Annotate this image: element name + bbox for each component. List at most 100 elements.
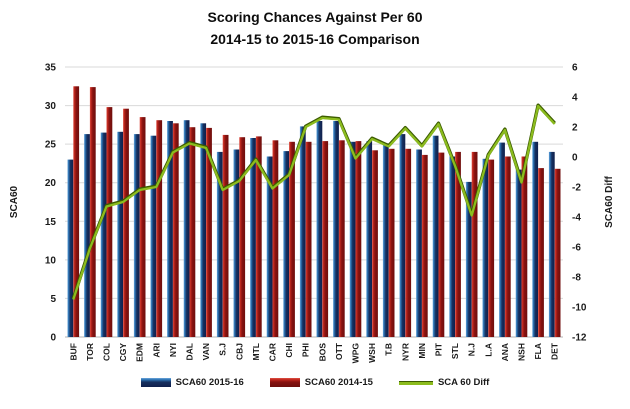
x-axis-label: PHI xyxy=(301,343,311,357)
bar-sca60-2014-15 xyxy=(305,141,312,337)
x-axis-label: WPG xyxy=(351,343,361,364)
bar-sca60-2015-16 xyxy=(515,169,522,337)
bar-sca60-2014-15 xyxy=(255,136,262,337)
bar-sca60-2015-16 xyxy=(133,134,140,337)
x-axis-label: STL xyxy=(450,343,460,359)
bar-sca60-2014-15 xyxy=(322,141,329,337)
bar-sca60-2015-16 xyxy=(382,143,389,337)
bar-sca60-2014-15 xyxy=(488,159,495,337)
x-axis-label: TOR xyxy=(85,343,95,361)
chart-legend: SCA60 2015-16 SCA60 2014-15 SCA 60 Diff xyxy=(0,377,630,388)
bar-sca60-2015-16 xyxy=(117,131,124,337)
bar-sca60-2014-15 xyxy=(554,168,561,337)
diff-line xyxy=(72,104,556,300)
bar-sca60-2015-16 xyxy=(216,151,223,337)
right-axis-tick: 2 xyxy=(572,123,578,134)
bar-sca60-2014-15 xyxy=(455,151,461,337)
x-axis-label: OTT xyxy=(334,342,344,360)
bar-sca60-2014-15 xyxy=(272,140,279,337)
bar-sca60-2015-16 xyxy=(482,158,489,337)
bar-sca60-2015-16 xyxy=(167,121,173,337)
bar-sca60-2014-15 xyxy=(355,141,362,337)
bar-sca60-2015-16 xyxy=(183,120,190,337)
right-axis-tick: 6 xyxy=(572,63,578,74)
bar-sca60-2015-16 xyxy=(299,126,306,338)
x-axis-label: ANA xyxy=(500,343,510,361)
bar-sca60-2014-15 xyxy=(239,137,246,337)
chart-title-line2: 2014-15 to 2015-16 Comparison xyxy=(210,30,420,47)
left-axis-tick: 5 xyxy=(50,294,56,305)
chart-title: Scoring Chances Against Per 60 2014-15 t… xyxy=(0,7,630,50)
x-axis-label: FLA xyxy=(533,343,543,360)
bar-sca60-2014-15 xyxy=(421,154,428,337)
x-axis-label: MIN xyxy=(417,343,427,359)
bar-sca60-2015-16 xyxy=(366,141,373,337)
x-axis-label: NYI xyxy=(168,343,178,357)
x-axis-label: VAN xyxy=(201,343,211,360)
x-axis-label: PIT xyxy=(434,342,444,356)
bar-sca60-2015-16 xyxy=(465,181,472,337)
bar-sca60-2014-15 xyxy=(139,117,146,337)
bar-sca60-2014-15 xyxy=(438,152,445,337)
x-axis-label: T.B xyxy=(384,343,394,356)
legend-item-sca60-diff: SCA 60 Diff xyxy=(398,377,489,388)
bar-sca60-2014-15 xyxy=(338,140,345,337)
x-axis-label: N.J xyxy=(467,343,477,357)
x-axis-label: EDM xyxy=(135,343,145,362)
diff-line-shadow xyxy=(71,103,556,300)
bar-sca60-2014-15 xyxy=(156,120,163,337)
bar-sca60-2014-15 xyxy=(172,123,179,337)
bar-sca60-2014-15 xyxy=(89,87,96,337)
bar-sca60-2015-16 xyxy=(316,121,323,337)
legend-label: SCA60 2015-16 xyxy=(175,377,244,388)
left-axis-tick: 30 xyxy=(45,101,57,112)
bar-sca60-2015-16 xyxy=(399,134,406,337)
legend-swatch-green-line-icon xyxy=(398,380,433,385)
right-axis-tick: -8 xyxy=(572,273,581,284)
legend-swatch-blue-bar-icon xyxy=(140,378,171,387)
x-axis-label: BUF xyxy=(68,343,78,360)
bar-sca60-2015-16 xyxy=(84,134,90,337)
bar-sca60-2015-16 xyxy=(283,151,290,337)
x-axis-label: DET xyxy=(550,342,560,360)
left-axis-tick: 15 xyxy=(45,217,57,228)
bar-sca60-2014-15 xyxy=(405,148,412,337)
right-axis-tick: 4 xyxy=(572,93,578,104)
bar-sca60-2015-16 xyxy=(150,135,157,337)
bar-sca60-2014-15 xyxy=(521,156,528,337)
x-axis-label: ARI xyxy=(151,343,161,358)
x-axis-label: CAR xyxy=(268,343,278,361)
legend-swatch-red-bar-icon xyxy=(269,378,300,387)
left-axis-tick: 25 xyxy=(45,140,57,151)
bar-sca60-2014-15 xyxy=(538,168,544,337)
bar-sca60-2015-16 xyxy=(416,149,422,337)
bar-sca60-2015-16 xyxy=(233,149,240,337)
bar-sca60-2015-16 xyxy=(432,135,439,337)
x-axis-label: CBJ xyxy=(234,343,244,360)
bar-sca60-2014-15 xyxy=(206,127,212,338)
left-axis-tick: 20 xyxy=(45,178,57,189)
right-axis-tick: -6 xyxy=(572,243,581,254)
right-axis-title: SCA60 Diff xyxy=(604,175,615,227)
bar-sca60-2014-15 xyxy=(189,127,196,337)
bar-sca60-2014-15 xyxy=(504,156,511,337)
bar-sca60-2015-16 xyxy=(100,132,107,337)
bar-sca60-2014-15 xyxy=(73,86,80,337)
left-axis-tick: 35 xyxy=(45,63,57,74)
legend-item-sca60-2014-15: SCA60 2014-15 xyxy=(269,377,373,388)
x-axis-label: MTL xyxy=(251,343,261,360)
legend-label: SCA60 2014-15 xyxy=(304,377,373,388)
bar-sca60-2014-15 xyxy=(289,141,295,337)
bar-sca60-2014-15 xyxy=(471,151,478,337)
x-axis-label: WSH xyxy=(367,343,377,363)
x-axis-label: L.A xyxy=(483,343,493,357)
right-axis-tick: -4 xyxy=(572,213,581,224)
x-axis-label: CGY xyxy=(118,343,128,362)
bar-sca60-2014-15 xyxy=(372,150,378,337)
bar-sca60-2015-16 xyxy=(250,138,256,337)
x-axis-label: NSH xyxy=(517,343,527,361)
bar-sca60-2015-16 xyxy=(67,159,74,337)
bar-sca60-2014-15 xyxy=(123,108,129,337)
bar-sca60-2015-16 xyxy=(266,156,273,337)
